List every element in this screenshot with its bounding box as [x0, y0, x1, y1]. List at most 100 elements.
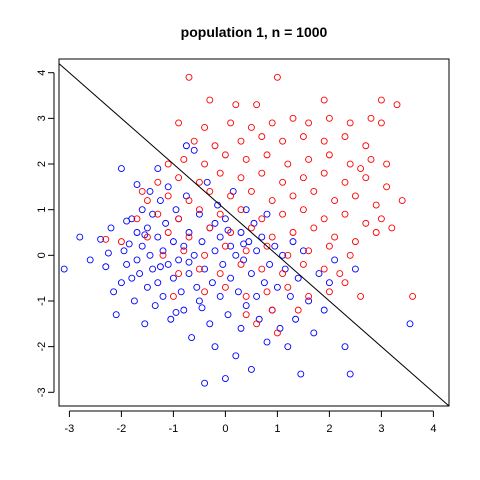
- red-point: [273, 329, 281, 337]
- red-point: [216, 210, 224, 218]
- red-point: [195, 178, 203, 186]
- red-point: [310, 187, 318, 195]
- red-point: [242, 292, 250, 300]
- red-point: [143, 233, 151, 241]
- red-point: [305, 247, 313, 255]
- blue-point: [211, 343, 219, 351]
- red-point: [221, 242, 229, 250]
- red-point: [341, 133, 349, 141]
- red-point: [258, 265, 266, 273]
- y-tick-label: 3: [36, 115, 48, 121]
- x-tick-label: 0: [222, 423, 228, 435]
- red-point: [247, 224, 255, 232]
- blue-point: [289, 238, 297, 246]
- red-point: [388, 224, 396, 232]
- red-point: [154, 210, 162, 218]
- blue-point: [149, 210, 157, 218]
- red-point: [195, 206, 203, 214]
- red-point: [227, 119, 235, 127]
- blue-point: [138, 242, 146, 250]
- red-point: [227, 229, 235, 236]
- blue-point: [253, 247, 261, 255]
- red-point: [185, 73, 193, 81]
- x-axis: -3 -2 -1 0 1 2 3 4: [65, 410, 436, 435]
- blue-point: [242, 206, 250, 214]
- blue-point: [154, 279, 162, 287]
- red-point: [377, 215, 385, 223]
- blue-point: [169, 274, 177, 282]
- red-point: [117, 238, 125, 246]
- blue-point: [185, 258, 193, 266]
- red-point: [201, 251, 209, 259]
- red-point: [279, 178, 287, 186]
- blue-point: [193, 283, 201, 291]
- blue-point: [229, 187, 237, 195]
- blue-point: [143, 224, 151, 232]
- red-point: [216, 270, 224, 278]
- blue-point: [117, 165, 125, 173]
- blue-point: [203, 178, 211, 186]
- red-point: [237, 137, 245, 145]
- blue-point: [237, 229, 245, 236]
- blue-point: [198, 238, 206, 246]
- y-tick-label: 1: [36, 207, 48, 213]
- red-point: [133, 215, 141, 223]
- blue-point: [299, 247, 307, 255]
- red-point: [237, 206, 245, 214]
- blue-point: [107, 224, 115, 232]
- x-tick-label: -2: [117, 423, 127, 435]
- red-point: [398, 197, 406, 204]
- blue-point: [346, 370, 354, 378]
- blue-point: [133, 181, 141, 189]
- blue-point: [195, 210, 203, 218]
- blue-point: [182, 192, 190, 200]
- red-point: [325, 151, 333, 159]
- blue-point: [180, 242, 188, 250]
- blue-point: [167, 315, 175, 323]
- blue-point: [180, 306, 188, 314]
- blue-point: [188, 334, 196, 341]
- blue-point: [266, 261, 274, 268]
- red-point: [180, 155, 188, 163]
- blue-point: [247, 270, 255, 278]
- red-point: [175, 215, 183, 223]
- blue-point: [182, 142, 190, 150]
- red-point: [367, 155, 375, 163]
- plot-frame: [58, 58, 450, 407]
- red-point: [253, 320, 261, 328]
- blue-point: [60, 265, 68, 273]
- x-tick-label: 4: [430, 423, 436, 435]
- blue-point: [253, 292, 261, 300]
- red-point: [164, 160, 172, 168]
- blue-point: [351, 265, 359, 273]
- blue-point: [271, 242, 279, 250]
- blue-point: [286, 292, 294, 300]
- red-point: [351, 192, 359, 200]
- red-point: [351, 238, 359, 246]
- red-point: [201, 288, 209, 296]
- red-point: [164, 192, 172, 200]
- red-point: [284, 160, 292, 168]
- red-point: [237, 174, 245, 182]
- blue-point: [273, 283, 281, 291]
- blue-point: [227, 242, 235, 250]
- blue-point: [263, 210, 271, 218]
- red-point: [331, 197, 339, 204]
- y-tick-label: 0: [36, 252, 48, 258]
- red-point: [169, 292, 177, 300]
- red-point: [159, 251, 167, 259]
- red-point: [341, 279, 349, 287]
- red-point: [175, 270, 183, 278]
- red-point: [325, 114, 333, 122]
- blue-point: [250, 219, 258, 227]
- red-point: [242, 247, 250, 255]
- red-point: [367, 114, 375, 122]
- red-point: [242, 155, 250, 163]
- blue-point: [123, 217, 131, 225]
- blue-point: [281, 265, 289, 273]
- blue-point: [141, 320, 149, 328]
- red-point: [216, 169, 224, 177]
- red-point: [263, 288, 271, 296]
- x-tick-label: -1: [169, 423, 179, 435]
